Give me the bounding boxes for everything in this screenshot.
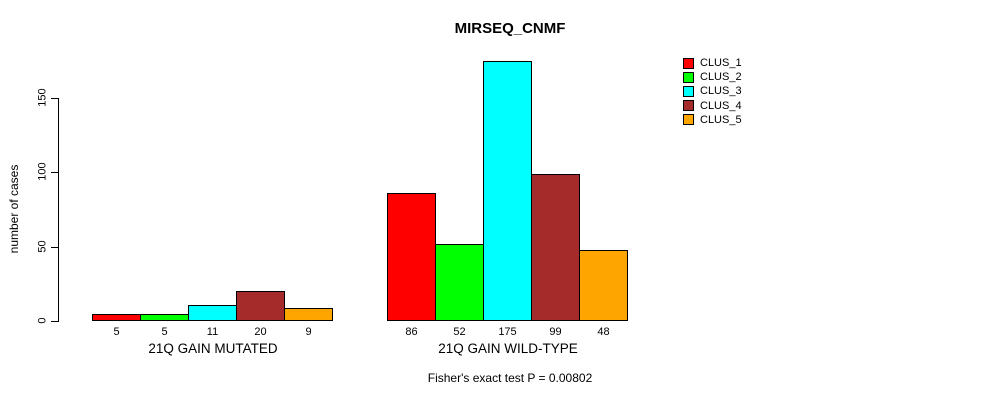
bar-value-label: 5 <box>113 326 120 338</box>
y-axis-label: number of cases <box>7 164 21 254</box>
legend-item: CLUS_5 <box>683 113 742 127</box>
legend-swatch-clus_3 <box>683 85 694 97</box>
y-axis-tick <box>51 172 58 173</box>
legend-swatch-clus_1 <box>683 57 694 69</box>
y-axis-tick <box>51 98 58 99</box>
y-axis-tick-label: 100 <box>36 162 49 181</box>
bar-value-label: 5 <box>161 326 168 338</box>
bar-value-label: 52 <box>453 326 466 338</box>
bar-clus_2 <box>435 244 484 321</box>
y-axis-line <box>58 98 59 322</box>
bar-clus_3 <box>188 305 237 321</box>
legend-label: CLUS_3 <box>700 85 742 98</box>
legend-item: CLUS_3 <box>683 84 742 98</box>
chart-title: MIRSEQ_CNMF <box>454 20 566 37</box>
bar-value-label: 11 <box>206 326 219 338</box>
legend-swatch-clus_5 <box>683 114 694 126</box>
bar-value-label: 175 <box>498 326 517 338</box>
bar-clus_1 <box>387 193 436 321</box>
legend-label: CLUS_5 <box>700 113 742 126</box>
y-axis-tick-label: 0 <box>36 317 49 324</box>
legend-item: CLUS_4 <box>683 99 742 113</box>
annotation-text: Fisher's exact test P = 0.00802 <box>427 371 593 385</box>
legend-item: CLUS_1 <box>683 56 742 70</box>
bar-clus_1 <box>92 314 141 321</box>
bar-clus_3 <box>483 61 532 321</box>
bar-clus_4 <box>531 174 580 321</box>
legend-swatch-clus_4 <box>683 100 694 112</box>
group-label: 21Q GAIN MUTATED <box>148 341 278 356</box>
bar-clus_2 <box>140 314 189 321</box>
legend-label: CLUS_1 <box>700 57 742 69</box>
legend-item: CLUS_2 <box>683 70 742 84</box>
y-axis-tick <box>51 247 58 248</box>
group-label: 21Q GAIN WILD-TYPE <box>438 341 578 356</box>
bar-value-label: 48 <box>597 326 610 338</box>
bar-clus_5 <box>284 308 333 321</box>
legend: CLUS_1 CLUS_2 CLUS_3 CLUS_4 CLUS_5 <box>683 56 742 127</box>
legend-label: CLUS_4 <box>700 99 742 112</box>
y-axis-tick-label: 150 <box>36 88 49 107</box>
legend-swatch-clus_2 <box>683 71 694 83</box>
legend-label: CLUS_2 <box>700 71 742 84</box>
bar-clus_5 <box>579 250 628 321</box>
bar-value-label: 20 <box>254 326 267 338</box>
y-axis-tick-label: 50 <box>36 240 49 253</box>
bar-value-label: 86 <box>405 326 418 338</box>
bar-value-label: 9 <box>305 326 312 338</box>
bar-clus_4 <box>236 291 285 321</box>
bar-value-label: 99 <box>549 326 562 338</box>
y-axis-tick <box>51 321 58 322</box>
